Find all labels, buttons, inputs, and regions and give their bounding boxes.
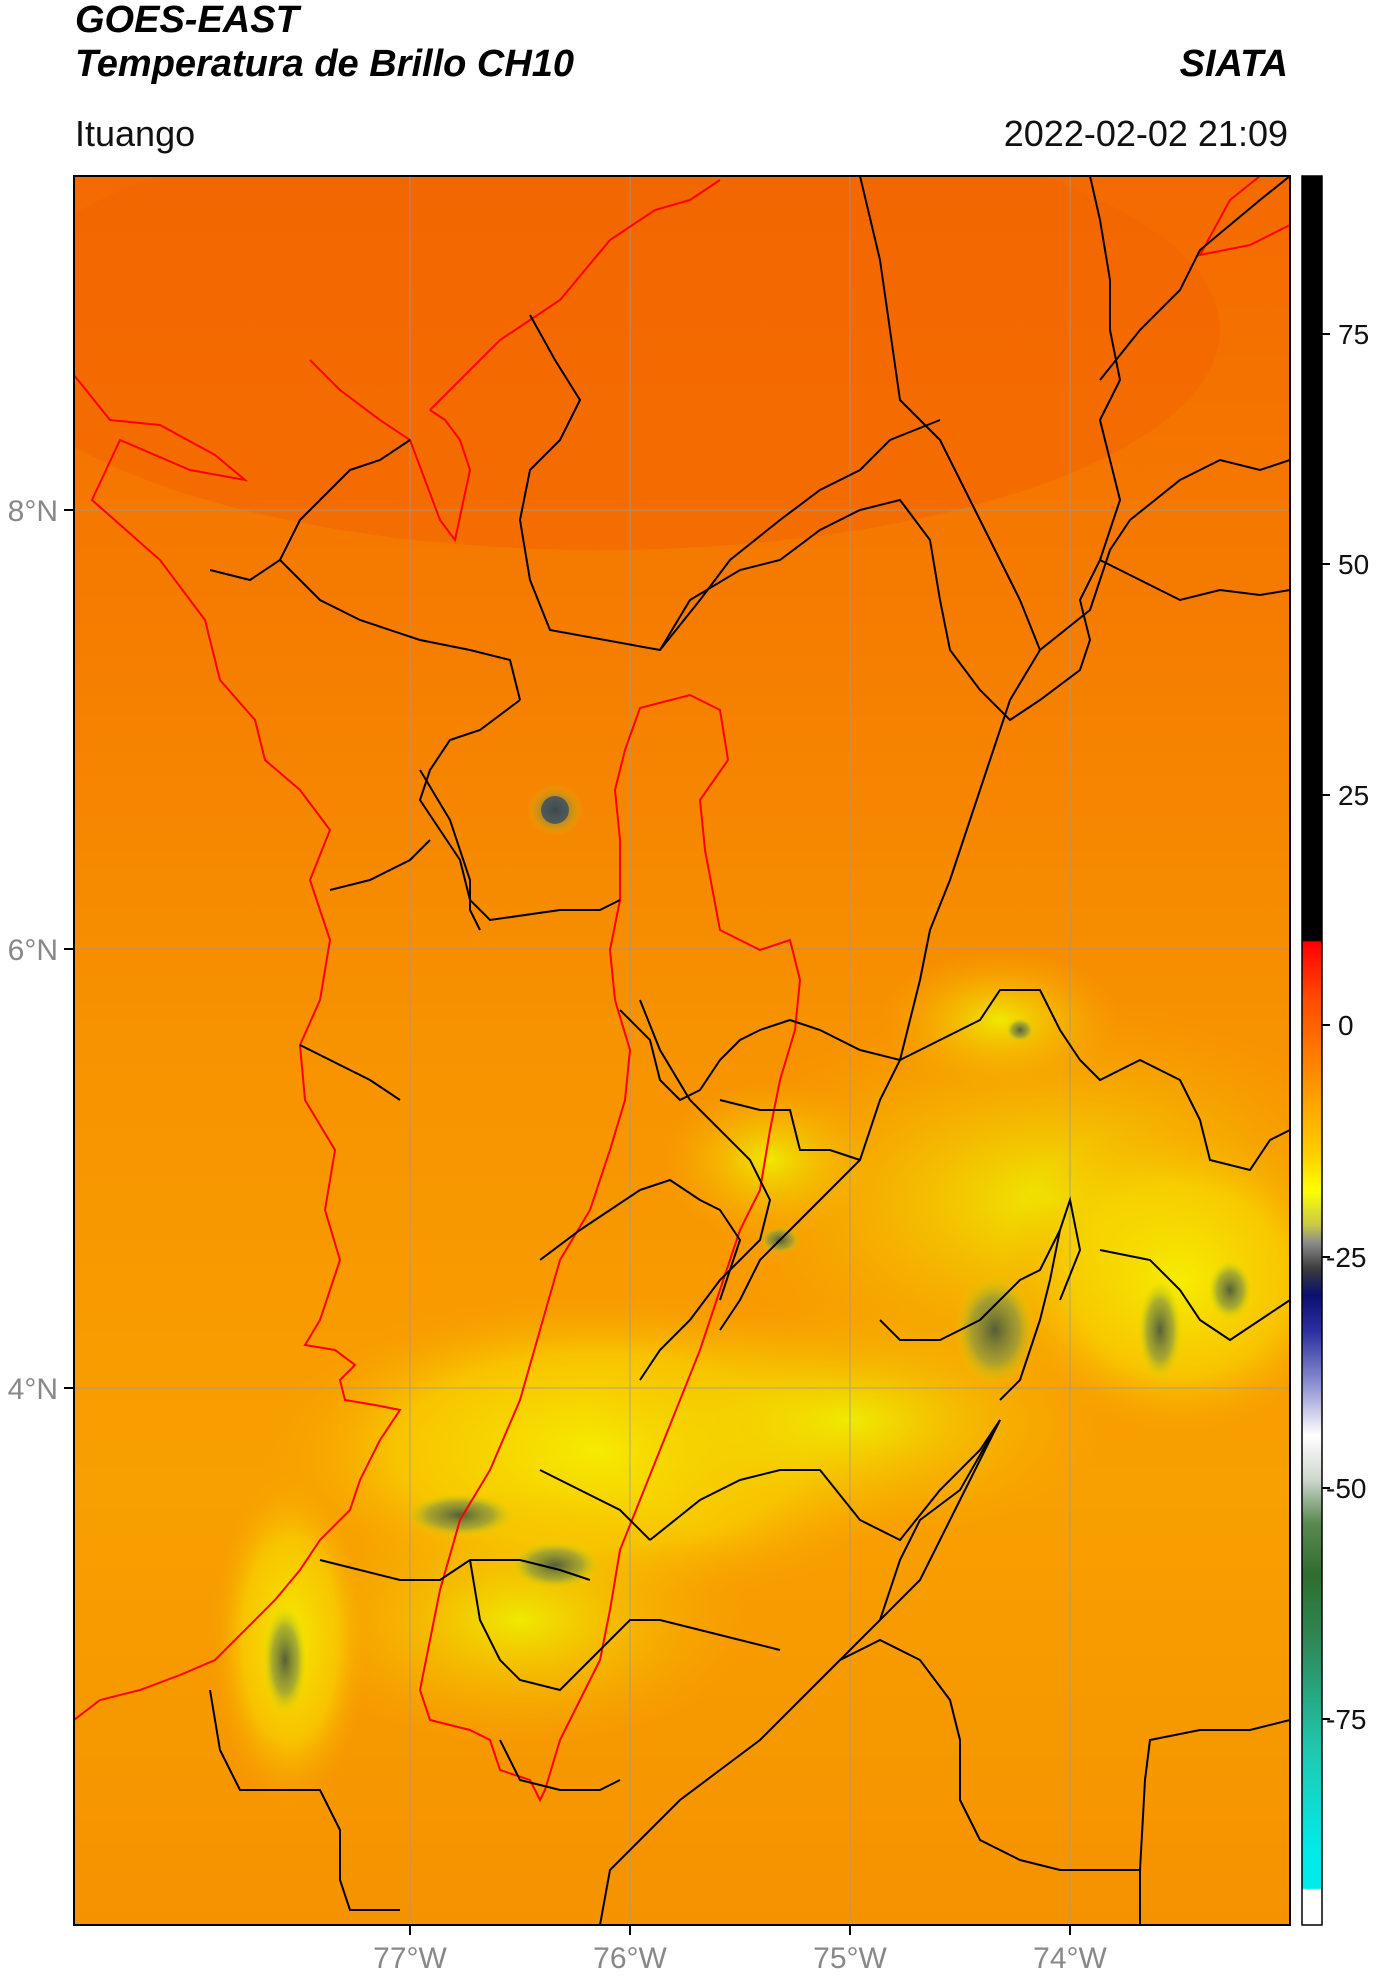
colorbar-tick-minus-75: -75: [1326, 1704, 1366, 1735]
lon-label-77w: 77°W: [373, 1942, 447, 1975]
lon-label-74w: 74°W: [1033, 1942, 1107, 1975]
map-frame: [73, 175, 1291, 1926]
colorbar-tick-0: 0: [1338, 1010, 1354, 1041]
lat-label-4n: 4°N: [8, 1373, 58, 1406]
lon-label-75w: 75°W: [813, 1942, 887, 1975]
map-area: [74, 176, 1290, 1925]
colorbar-tick-minus-25: -25: [1326, 1242, 1366, 1273]
lon-label-76w: 76°W: [593, 1942, 667, 1975]
colorbar-tick-25: 25: [1338, 780, 1369, 811]
datetime-label: 2022-02-02 21:09: [1003, 113, 1288, 154]
colorbar: 75 50 25 0 -25 -50 -75: [1301, 175, 1369, 1926]
satellite-title: GOES-EAST: [75, 0, 299, 41]
lat-label-8n: 8°N: [8, 495, 58, 528]
axis-ticks: [64, 509, 1071, 1935]
country-borders: [74, 176, 1290, 1803]
product-title: Temperatura de Brillo CH10: [75, 43, 575, 85]
colorbar-tick-50: 50: [1338, 549, 1369, 580]
lat-label-6n: 6°N: [8, 934, 58, 967]
organization-label: SIATA: [1179, 43, 1288, 85]
department-borders: [209, 176, 1290, 1925]
colorbar-tick-minus-50: -50: [1326, 1473, 1366, 1504]
station-label: Ituango: [75, 113, 196, 154]
colorbar-tick-75: 75: [1338, 319, 1369, 350]
